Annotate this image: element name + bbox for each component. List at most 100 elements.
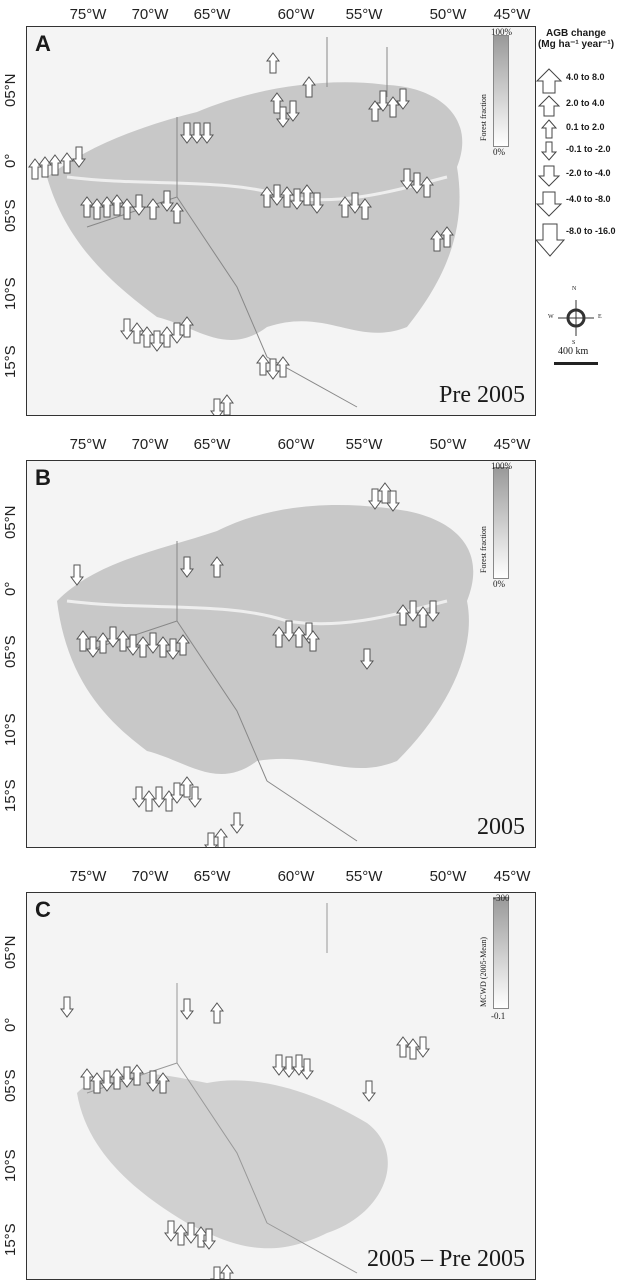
colorbar-title: MCWD (2005-Mean) xyxy=(479,937,488,1007)
lat-tick: 0° xyxy=(2,153,19,169)
colorbar xyxy=(493,467,509,579)
panel-c: 75°W 70°W 65°W 60°W 55°W 50°W 45°W 05°N … xyxy=(0,850,618,1280)
arrow-up-icon xyxy=(180,776,194,798)
arrow-up-icon xyxy=(276,356,290,378)
lat-tick: 10°S xyxy=(2,277,19,311)
arrow-down-icon xyxy=(160,190,174,212)
arrow-up-icon xyxy=(220,1264,234,1279)
lon-tick: 65°W xyxy=(193,6,231,23)
lon-tick: 65°W xyxy=(193,436,231,453)
arrow-down-icon xyxy=(120,318,134,340)
arrow-down-icon xyxy=(132,786,146,808)
lat-tick: 05°S xyxy=(2,199,19,233)
arrow-down-icon xyxy=(362,1080,376,1102)
map-b: B 2005 100% 0% Forest fraction xyxy=(26,460,536,848)
arrow-up-icon xyxy=(90,198,104,220)
arrow-up-icon xyxy=(302,76,316,98)
arrow-down-icon xyxy=(310,192,324,214)
lat-tick: 15°S xyxy=(2,779,19,813)
lat-tick: 15°S xyxy=(2,1223,19,1257)
lon-tick: 55°W xyxy=(345,868,383,885)
colorbar xyxy=(493,35,509,147)
lat-tick: 05°N xyxy=(2,935,19,969)
lat-tick: 10°S xyxy=(2,1149,19,1183)
panel-b: 75°W 70°W 65°W 60°W 55°W 50°W 45°W 05°N … xyxy=(0,420,618,850)
arrow-up-icon xyxy=(537,95,561,117)
panel-letter: B xyxy=(35,465,51,490)
arrow-down-icon xyxy=(100,1070,114,1092)
colorbar xyxy=(493,897,509,1009)
legend-title: AGB change xyxy=(545,28,606,39)
arrow-up-icon xyxy=(368,100,382,122)
arrow-up-icon xyxy=(214,828,228,847)
arrow-down-icon xyxy=(426,600,440,622)
colorbar-title: Forest fraction xyxy=(479,526,488,573)
arrow-down-icon xyxy=(276,106,290,128)
arrow-up-icon xyxy=(38,156,52,178)
arrow-up-icon xyxy=(142,790,156,812)
legend-item: 4.0 to 8.0 xyxy=(534,68,618,94)
arrow-up-icon xyxy=(140,326,154,348)
lon-tick: 70°W xyxy=(131,868,169,885)
agb-arrows xyxy=(60,996,430,1279)
lat-tick: 15°S xyxy=(2,345,19,379)
colorbar-title: Forest fraction xyxy=(479,94,488,141)
colorbar-min: 0% xyxy=(493,579,505,589)
arrow-down-icon xyxy=(386,490,400,512)
arrow-down-icon xyxy=(290,188,304,210)
lat-tick: 05°N xyxy=(2,505,19,539)
arrow-down-icon xyxy=(60,996,74,1018)
compass-n: N xyxy=(572,286,577,292)
arrow-down-icon xyxy=(368,488,382,510)
arrow-down-icon xyxy=(300,1058,314,1080)
arrow-up-icon xyxy=(162,790,176,812)
map-c-graphic xyxy=(60,903,430,1279)
colorbar-max: -300 xyxy=(493,893,510,903)
longitude-axis: 75°W 70°W 65°W 60°W 55°W 50°W 45°W xyxy=(0,868,560,888)
lon-tick: 50°W xyxy=(429,6,467,23)
arrow-down-icon xyxy=(120,1066,134,1088)
arrow-down-icon xyxy=(400,168,414,190)
lon-tick: 60°W xyxy=(277,868,315,885)
arrow-down-icon xyxy=(70,564,84,586)
agb-legend: AGB change (Mg ha⁻¹ year⁻¹) 4.0 to 8.0 2… xyxy=(534,28,618,365)
arrow-down-icon xyxy=(152,786,166,808)
arrow-down-icon xyxy=(204,832,218,847)
agb-arrows xyxy=(28,52,454,415)
arrow-up-icon xyxy=(540,119,558,139)
compass-e: E xyxy=(598,314,602,320)
lon-tick: 60°W xyxy=(277,436,315,453)
arrow-down-icon xyxy=(132,194,146,216)
arrow-down-icon xyxy=(150,330,164,352)
arrow-down-icon xyxy=(266,358,280,380)
legend-item: -0.1 to -2.0 xyxy=(534,140,618,162)
arrow-up-icon xyxy=(306,630,320,652)
agb-arrows xyxy=(70,482,440,847)
colorbar-min: -0.1 xyxy=(491,1011,506,1021)
compass-w: W xyxy=(548,314,554,320)
compass-s: S xyxy=(572,340,576,346)
drought-area xyxy=(77,1073,388,1249)
arrow-down-icon xyxy=(210,1266,224,1279)
arrow-up-icon xyxy=(156,1072,170,1094)
arrow-down-icon xyxy=(535,191,563,217)
arrow-up-icon xyxy=(256,354,270,376)
lat-tick: 05°S xyxy=(2,635,19,669)
arrow-up-icon xyxy=(170,202,184,224)
panel-letter: A xyxy=(35,31,51,56)
longitude-axis: 75°W 70°W 65°W 60°W 55°W 50°W 45°W xyxy=(0,436,560,456)
arrow-up-icon xyxy=(146,198,160,220)
lon-tick: 75°W xyxy=(69,868,107,885)
map-a: A Pre 2005 100% 0% Forest fraction xyxy=(26,26,536,416)
arrow-up-icon xyxy=(430,230,444,252)
arrow-down-icon xyxy=(164,1220,178,1242)
lon-tick: 55°W xyxy=(345,436,383,453)
colorbar-max: 100% xyxy=(491,461,512,471)
arrow-down-icon xyxy=(360,648,374,670)
arrow-up-icon xyxy=(80,1068,94,1090)
lat-tick: 0° xyxy=(2,581,19,597)
arrow-down-icon xyxy=(270,184,284,206)
arrow-down-icon xyxy=(180,998,194,1020)
legend-item: 0.1 to 2.0 xyxy=(534,118,618,140)
arrow-down-icon xyxy=(180,556,194,578)
